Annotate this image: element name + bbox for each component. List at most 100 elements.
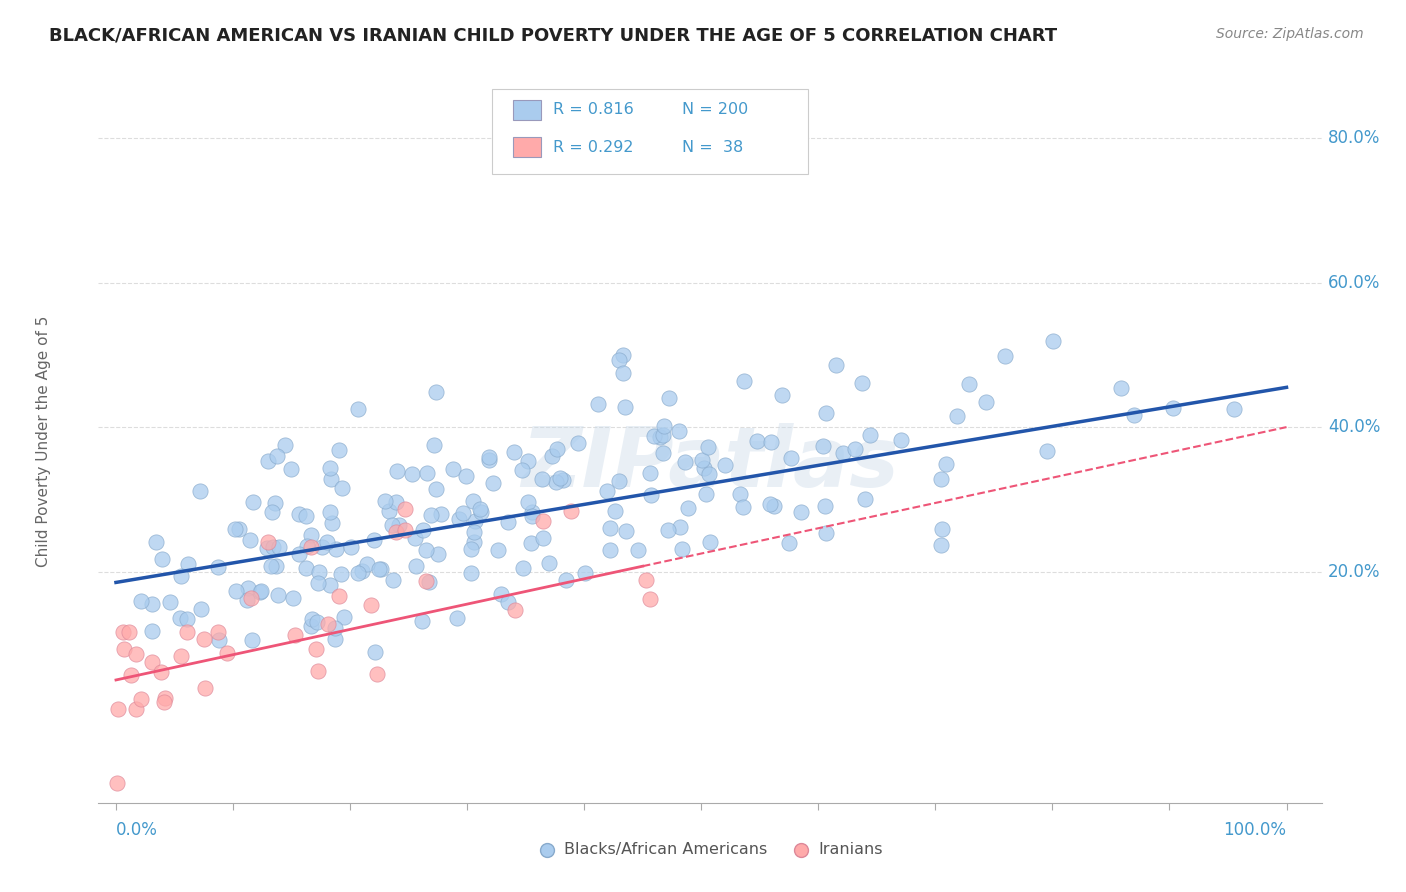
- Point: [329, 566, 352, 581]
- Point: [239, 533, 262, 547]
- Point: [325, 541, 347, 556]
- Point: [249, 585, 271, 599]
- Text: 0.0%: 0.0%: [115, 821, 157, 838]
- Point: [225, 583, 247, 598]
- Point: [555, 573, 578, 587]
- Point: [512, 560, 534, 574]
- Point: [250, 584, 273, 599]
- Point: [363, 533, 385, 548]
- Point: [832, 446, 855, 460]
- Point: [394, 502, 416, 516]
- Point: [778, 536, 800, 550]
- Point: [280, 462, 302, 476]
- Point: [307, 664, 329, 678]
- Point: [478, 453, 501, 467]
- Point: [316, 535, 339, 549]
- Point: [105, 776, 128, 790]
- Point: [319, 461, 342, 475]
- Point: [112, 642, 135, 657]
- Point: [696, 440, 718, 454]
- Point: [517, 494, 540, 508]
- Point: [510, 462, 533, 476]
- Point: [699, 467, 721, 482]
- Point: [150, 552, 173, 566]
- Text: N = 200: N = 200: [682, 103, 748, 117]
- Point: [284, 628, 307, 642]
- Point: [118, 624, 141, 639]
- Point: [638, 592, 661, 607]
- Point: [299, 528, 322, 542]
- Point: [238, 582, 260, 596]
- Point: [125, 647, 148, 661]
- Point: [498, 515, 520, 529]
- Point: [301, 612, 323, 626]
- Text: N =  38: N = 38: [682, 140, 744, 154]
- Point: [260, 505, 283, 519]
- Point: [333, 610, 356, 624]
- Point: [273, 438, 295, 452]
- Point: [650, 430, 672, 444]
- Point: [208, 632, 231, 647]
- Point: [974, 394, 997, 409]
- Point: [481, 476, 503, 491]
- Point: [614, 524, 637, 538]
- Point: [599, 521, 621, 535]
- Point: [401, 467, 423, 482]
- Point: [430, 508, 453, 522]
- Point: [496, 595, 519, 609]
- Point: [537, 556, 560, 570]
- Text: R = 0.816: R = 0.816: [553, 103, 633, 117]
- Point: [415, 574, 437, 588]
- Point: [311, 540, 333, 554]
- Point: [733, 500, 755, 514]
- Point: [470, 502, 492, 516]
- Point: [427, 547, 450, 561]
- Point: [814, 500, 837, 514]
- Point: [643, 429, 665, 443]
- Point: [384, 495, 406, 509]
- Point: [422, 438, 444, 452]
- Point: [815, 526, 838, 541]
- Point: [194, 681, 217, 695]
- Point: [503, 603, 526, 617]
- Point: [352, 564, 374, 578]
- Point: [169, 611, 191, 625]
- Point: [416, 466, 439, 480]
- Point: [153, 695, 176, 709]
- Point: [339, 540, 361, 554]
- Point: [586, 397, 609, 411]
- Text: 20.0%: 20.0%: [1327, 563, 1381, 581]
- Point: [207, 560, 229, 574]
- Point: [652, 446, 675, 460]
- Point: [612, 348, 634, 362]
- Point: [1109, 380, 1132, 394]
- Point: [614, 401, 637, 415]
- Point: [546, 475, 568, 490]
- Point: [347, 566, 370, 580]
- Point: [323, 632, 346, 646]
- Point: [478, 450, 501, 464]
- Point: [240, 633, 263, 648]
- Point: [299, 540, 322, 554]
- Point: [668, 425, 690, 439]
- Point: [356, 557, 378, 571]
- Point: [159, 595, 181, 609]
- Text: 40.0%: 40.0%: [1327, 418, 1381, 436]
- Point: [931, 522, 953, 536]
- Point: [374, 493, 396, 508]
- Text: 100.0%: 100.0%: [1223, 821, 1286, 838]
- Point: [107, 701, 129, 715]
- Point: [531, 514, 554, 528]
- Point: [463, 535, 485, 549]
- Point: [519, 536, 541, 550]
- Point: [1042, 334, 1064, 348]
- Point: [929, 472, 952, 486]
- Point: [235, 593, 257, 607]
- Point: [627, 542, 650, 557]
- Point: [319, 578, 342, 592]
- Point: [652, 418, 675, 433]
- Point: [411, 615, 433, 629]
- Point: [814, 406, 837, 420]
- Point: [193, 632, 215, 646]
- Point: [957, 377, 980, 392]
